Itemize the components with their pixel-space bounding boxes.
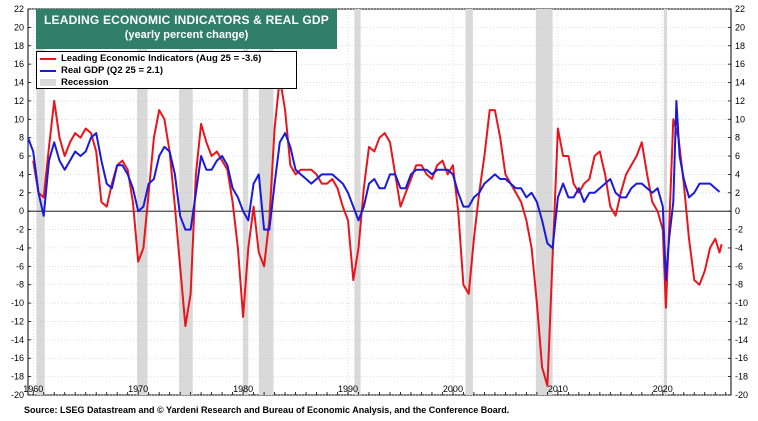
y-tick-label-left: -2 (16, 225, 24, 235)
y-tick-label-right: 10 (735, 114, 745, 124)
x-tick-label: 1970 (128, 384, 148, 394)
legend-item-lei: Leading Economic Indicators (Aug 25 = -3… (37, 53, 296, 64)
recession-band-5 (354, 9, 361, 395)
y-tick-label-left: -8 (16, 280, 24, 290)
x-tick-label: 1960 (23, 384, 43, 394)
y-tick-label-left: 16 (14, 59, 24, 69)
y-tick-label-left: -12 (11, 316, 24, 326)
y-tick-label-right: 22 (735, 4, 745, 14)
y-tick-label-right: -20 (735, 390, 748, 400)
recession-band-6 (465, 9, 473, 395)
y-tick-label-left: 22 (14, 4, 24, 14)
y-tick-label-left: 10 (14, 114, 24, 124)
y-tick-label-right: 18 (735, 41, 745, 51)
y-tick-label-left: 6 (19, 151, 24, 161)
x-tick-label: 2020 (653, 384, 673, 394)
legend-swatch-gdp (40, 69, 56, 72)
y-tick-label-right: 6 (735, 151, 740, 161)
recession-band-7 (535, 9, 553, 395)
y-tick-label-right: -8 (735, 280, 743, 290)
legend-label-gdp: Real GDP (Q2 25 = 2.1) (61, 65, 163, 76)
recession-band-8 (663, 9, 667, 395)
chart-subtitle: (yearly percent change) (124, 29, 249, 41)
recession-band-4 (258, 9, 274, 395)
legend-item-recession: Recession (37, 77, 296, 88)
legend: Leading Economic Indicators (Aug 25 = -3… (36, 51, 297, 89)
recession-band-3 (243, 9, 249, 395)
y-tick-label-right: 2 (735, 188, 740, 198)
x-axis: 1960 1970 1980 1990 2000 2010 2020 (23, 384, 727, 395)
left-y-axis: -20-18-16-14-12-10-8-6-4-202468101214161… (11, 4, 31, 400)
recession-band-1 (137, 9, 148, 395)
gdp-series-line (27, 99, 721, 282)
y-tick-label-right: 16 (735, 59, 745, 69)
y-tick-label-left: -16 (11, 353, 24, 363)
y-tick-label-right: -10 (735, 298, 748, 308)
legend-label-lei: Leading Economic Indicators (Aug 25 = -3… (61, 53, 262, 64)
y-tick-label-right: 0 (735, 206, 740, 216)
y-tick-label-left: 18 (14, 41, 24, 51)
y-tick-label-right: 20 (735, 22, 745, 32)
x-tick-label: 1980 (233, 384, 253, 394)
y-tick-label-right: -2 (735, 225, 743, 235)
y-tick-label-right: 14 (735, 78, 745, 88)
right-y-axis: -20-18-16-14-12-10-8-6-4-202468101214161… (728, 4, 748, 400)
legend-swatch-lei (40, 57, 56, 60)
y-tick-label-left: 20 (14, 22, 24, 32)
x-tick-label: 1990 (338, 384, 358, 394)
chart-title: LEADING ECONOMIC INDICATORS & REAL GDP (44, 13, 329, 27)
y-tick-label-right: -12 (735, 316, 748, 326)
legend-swatch-recession (40, 79, 56, 86)
chart-title-box: LEADING ECONOMIC INDICATORS & REAL GDP (… (36, 9, 337, 49)
y-tick-label-left: 8 (19, 133, 24, 143)
y-tick-label-right: -18 (735, 372, 748, 382)
x-tick-label: 2010 (548, 384, 568, 394)
y-tick-label-left: -20 (11, 390, 24, 400)
y-tick-label-left: 2 (19, 188, 24, 198)
y-tick-label-left: -4 (16, 243, 24, 253)
legend-item-gdp: Real GDP (Q2 25 = 2.1) (37, 65, 296, 76)
y-tick-label-left: 0 (19, 206, 24, 216)
y-tick-label-left: -14 (11, 335, 24, 345)
y-tick-label-right: 4 (735, 169, 740, 179)
y-tick-label-right: -14 (735, 335, 748, 345)
y-tick-label-left: -6 (16, 261, 24, 271)
x-tick-label: 2000 (443, 384, 463, 394)
y-tick-label-right: 8 (735, 133, 740, 143)
y-tick-label-right: -4 (735, 243, 743, 253)
y-tick-label-right: -6 (735, 261, 743, 271)
source-note: Source: LSEG Datastream and © Yardeni Re… (24, 405, 510, 415)
y-tick-label-right: 12 (735, 96, 745, 106)
y-tick-label-left: 12 (14, 96, 24, 106)
y-tick-label-left: 4 (19, 169, 24, 179)
y-tick-label-left: -10 (11, 298, 24, 308)
legend-label-recession: Recession (61, 77, 109, 88)
y-tick-label-right: -16 (735, 353, 748, 363)
series-lines (27, 76, 723, 387)
y-tick-label-left: 14 (14, 78, 24, 88)
y-tick-label-left: -18 (11, 372, 24, 382)
